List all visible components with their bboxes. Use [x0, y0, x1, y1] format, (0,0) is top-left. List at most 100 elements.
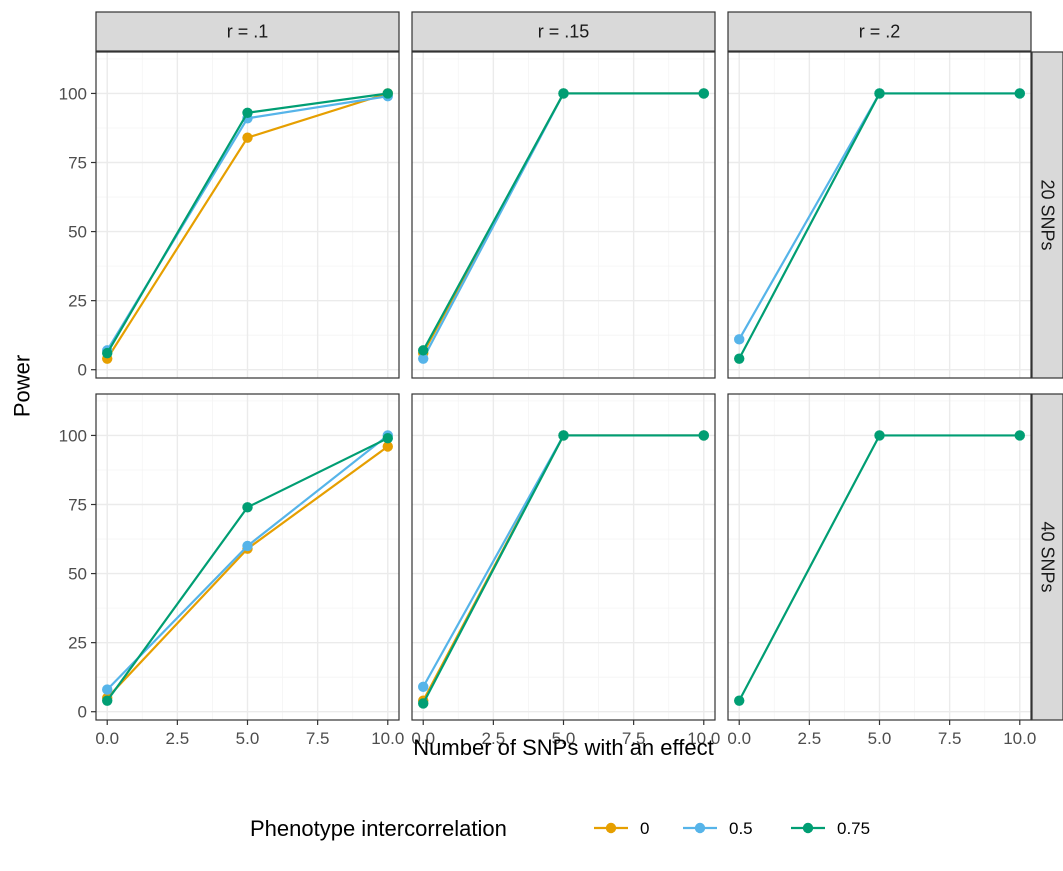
- y-tick-label: 75: [68, 496, 87, 515]
- x-tick-label: 10.0: [1003, 729, 1036, 748]
- y-tick-label: 0: [78, 703, 87, 722]
- data-point: [382, 88, 393, 99]
- panel-r1-c2: [411, 51, 716, 379]
- series-0.75-line: [734, 88, 1025, 364]
- legend-title: Phenotype intercorrelation: [250, 816, 507, 841]
- column-strip-label: r = .2: [859, 22, 901, 42]
- data-point: [382, 433, 393, 444]
- x-axis-col-2: 0.0 2.5 5.0 7.5 10.0: [411, 720, 720, 748]
- data-point: [874, 430, 885, 441]
- x-tick-label: 7.5: [306, 729, 330, 748]
- panel-r2-c3: [727, 393, 1032, 721]
- data-point: [242, 107, 253, 118]
- data-point: [558, 430, 569, 441]
- y-tick-label: 75: [68, 154, 87, 173]
- column-strip-3: r = .2: [727, 11, 1032, 52]
- x-tick-label: 7.5: [938, 729, 962, 748]
- x-axis-title: Number of SNPs with an effect: [413, 735, 713, 760]
- y-tick-label: 50: [68, 223, 87, 242]
- panel-r2-c1: [95, 393, 400, 721]
- series-0.75-line: [418, 88, 709, 356]
- data-point: [102, 684, 113, 695]
- panel-r2-c2: [411, 393, 716, 721]
- y-tick-label: 100: [59, 426, 87, 445]
- y-axis-row-2: 0 25 50 75 100: [59, 426, 96, 722]
- column-strip-2: r = .15: [411, 11, 716, 52]
- panel-border: [95, 51, 400, 379]
- y-tick-label: 50: [68, 565, 87, 584]
- x-tick-label: 10.0: [371, 729, 404, 748]
- x-tick-label: 2.5: [166, 729, 190, 748]
- column-strip-label: r = .1: [227, 22, 269, 42]
- series-0.75-line: [102, 433, 393, 706]
- x-tick-label: 7.5: [622, 729, 646, 748]
- row-strip-background: [1031, 51, 1063, 379]
- row-strip-1: 20 SNPs: [1031, 51, 1063, 379]
- x-axis-col-1: 0.0 2.5 5.0 7.5 10.0: [95, 720, 404, 748]
- legend-key-point: [694, 822, 706, 834]
- x-tick-label: 5.0: [868, 729, 892, 748]
- legend-label: 0.75: [837, 819, 870, 838]
- y-axis-title: Power: [10, 355, 35, 417]
- row-strip-label: 20 SNPs: [1038, 179, 1058, 250]
- column-strip-label: r = .15: [538, 22, 590, 42]
- data-point: [382, 441, 393, 452]
- data-point: [418, 345, 429, 356]
- x-tick-label: 5.0: [552, 729, 576, 748]
- data-point: [242, 540, 253, 552]
- panel-r1-c1: [95, 51, 400, 379]
- series-0.75-line: [102, 88, 393, 359]
- legend-label: 0: [640, 819, 649, 838]
- x-tick-label: 5.0: [236, 729, 260, 748]
- y-tick-label: 25: [68, 292, 87, 311]
- column-strip-background: [411, 11, 716, 52]
- legend: Phenotype intercorrelation 0 0.5 0.75: [250, 816, 870, 841]
- data-point: [734, 353, 745, 364]
- data-point: [418, 681, 429, 693]
- y-tick-label: 0: [78, 361, 87, 380]
- data-point: [418, 698, 429, 709]
- row-strip-background: [1031, 393, 1063, 721]
- legend-entry-0: 0: [594, 819, 649, 838]
- panel-r1-c3: [727, 51, 1032, 379]
- data-point: [242, 132, 253, 143]
- x-tick-label: 2.5: [798, 729, 822, 748]
- panel-border: [411, 51, 716, 379]
- x-tick-label: 0.0: [411, 729, 435, 748]
- data-point: [1014, 430, 1025, 441]
- data-point: [102, 695, 113, 706]
- data-point: [242, 502, 253, 513]
- y-tick-label: 100: [59, 84, 87, 103]
- data-point: [558, 88, 569, 99]
- x-tick-label: 0.0: [95, 729, 119, 748]
- data-point: [418, 353, 429, 364]
- data-point: [698, 88, 709, 99]
- legend-key-point: [802, 822, 814, 834]
- data-point: [874, 88, 885, 99]
- x-tick-label: 2.5: [482, 729, 506, 748]
- y-axis-row-1: 0 25 50 75 100: [59, 84, 96, 380]
- column-strip-background: [95, 11, 400, 52]
- series-0.75-line: [418, 430, 709, 709]
- legend-entry-0.75: 0.75: [791, 819, 870, 838]
- row-strip-2: 40 SNPs: [1031, 393, 1063, 721]
- legend-key-point: [605, 822, 617, 834]
- column-strip-background: [727, 11, 1032, 52]
- x-axis-col-3: 0.0 2.5 5.0 7.5 10.0: [727, 720, 1036, 748]
- x-tick-label: 10.0: [687, 729, 720, 748]
- row-strip-label: 40 SNPs: [1038, 521, 1058, 592]
- data-point: [102, 347, 113, 359]
- legend-entry-0.5: 0.5: [683, 819, 753, 838]
- data-point: [734, 334, 745, 345]
- data-point: [734, 695, 745, 706]
- series-0.75-line: [734, 430, 1025, 706]
- panel-border: [727, 51, 1032, 379]
- legend-label: 0.5: [729, 819, 753, 838]
- x-tick-label: 0.0: [727, 729, 751, 748]
- column-strip-1: r = .1: [95, 11, 400, 52]
- y-tick-label: 25: [68, 634, 87, 653]
- data-point: [1014, 88, 1025, 99]
- data-point: [698, 430, 709, 441]
